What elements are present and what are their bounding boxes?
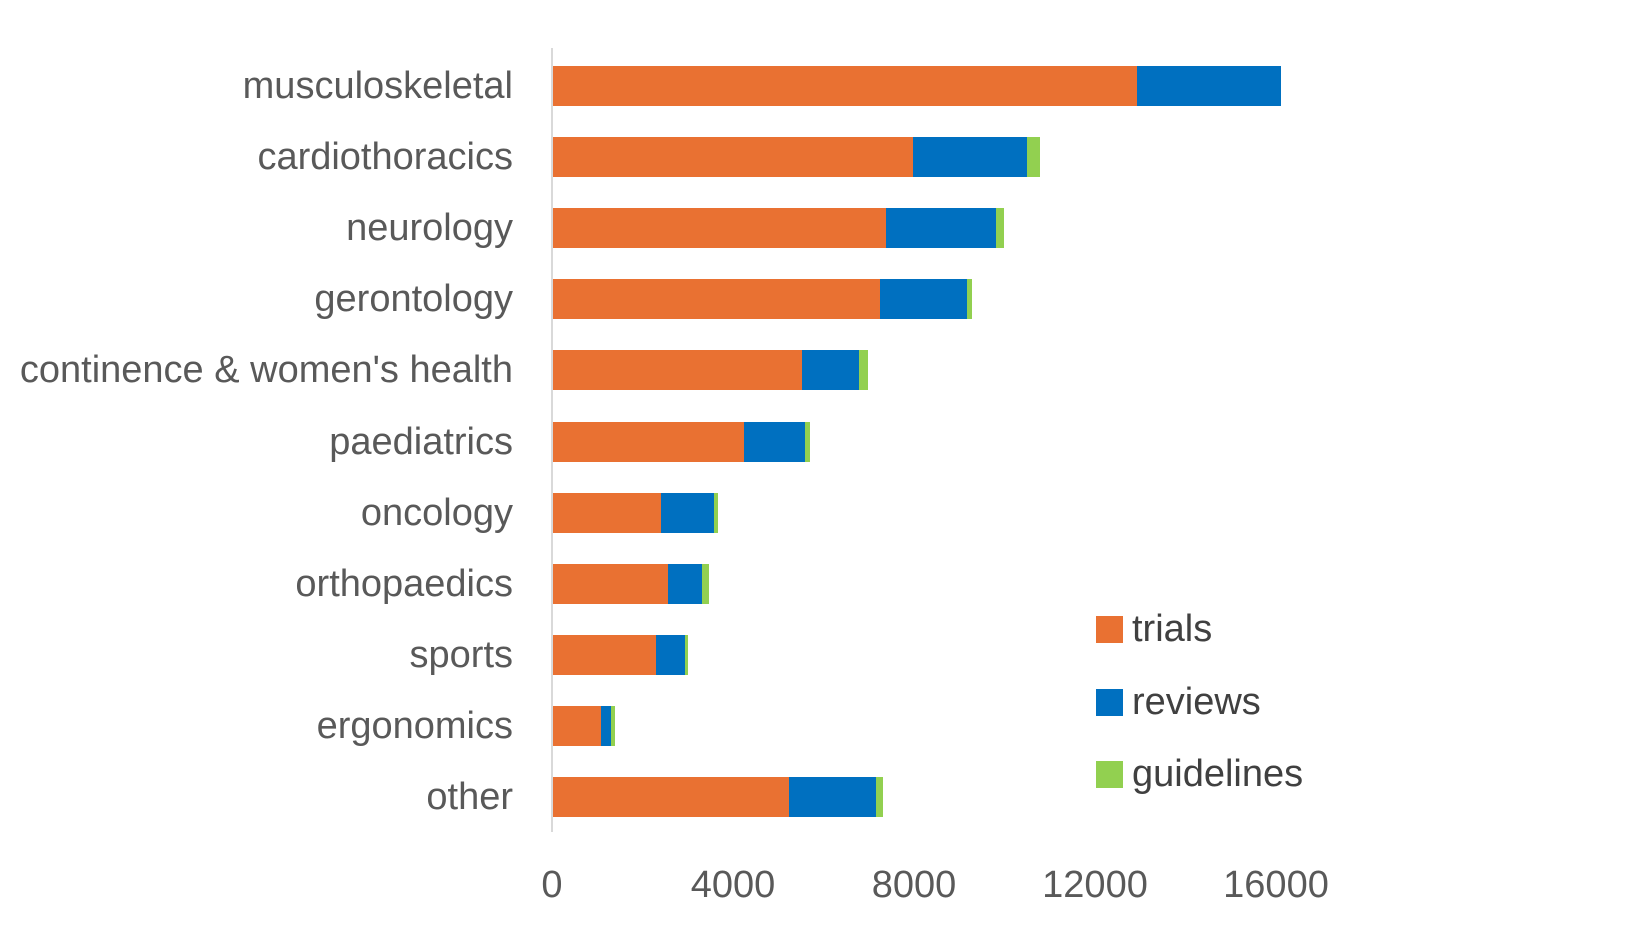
category-label: oncology [360,492,513,534]
bar-segment-guidelines [611,706,616,746]
legend-swatch-icon [1096,616,1123,643]
x-tick-label: 8000 [871,864,957,906]
bar-segment-reviews [656,635,686,675]
category-label: paediatrics [329,421,513,463]
bar-segment-reviews [912,137,1027,177]
bar-segment-guidelines [713,493,719,533]
bar-segment-trials [553,208,886,248]
bar-segment-reviews [668,564,703,604]
bar-row [553,777,883,817]
bar-row [553,137,1040,177]
category-label: sports [409,634,513,676]
legend-item-guidelines: guidelines [1096,753,1303,796]
bar-segment-trials [553,137,913,177]
category-label: gerontology [314,278,513,320]
bar-segment-trials [553,635,657,675]
bar-segment-guidelines [859,350,869,390]
bar-segment-reviews [886,208,996,248]
category-label: other [426,776,513,818]
bar-segment-guidelines [875,777,883,817]
y-axis-line [551,48,553,832]
bar-segment-reviews [744,422,805,462]
bar-segment-trials [553,493,662,533]
bar-segment-reviews [788,777,876,817]
bar-segment-guidelines [1026,137,1040,177]
bar-row [553,66,1282,106]
category-label: neurology [346,207,513,249]
legend-item-reviews: reviews [1096,681,1261,724]
bar-row [553,564,709,604]
x-tick-label: 4000 [690,864,776,906]
bar-segment-trials [553,422,745,462]
bar-segment-trials [553,350,802,390]
bar-row [553,706,616,746]
bar-row [553,279,973,319]
bar-row [553,208,1005,248]
bar-segment-trials [553,564,669,604]
bar-segment-guidelines [804,422,811,462]
bar-row [553,350,869,390]
bar-row [553,493,719,533]
bar-segment-reviews [601,706,611,746]
category-label: musculoskeletal [242,65,513,107]
bar-row [553,635,689,675]
category-label: cardiothoracics [257,136,513,178]
legend-swatch-icon [1096,761,1123,788]
category-label: continence & women's health [19,349,513,391]
bar-segment-trials [553,706,601,746]
bar-segment-guidelines [966,279,973,319]
bar-segment-trials [553,279,881,319]
legend-label: reviews [1132,680,1261,723]
legend-label: guidelines [1132,753,1304,795]
bar-segment-trials [553,66,1137,106]
bar-row [553,422,811,462]
bar-segment-reviews [1136,66,1282,106]
bar-segment-guidelines [996,208,1005,248]
bar-segment-reviews [661,493,714,533]
category-label: ergonomics [316,705,513,747]
bar-segment-guidelines [702,564,709,604]
legend-label: trials [1132,608,1213,650]
legend-item-trials: trials [1096,608,1212,651]
bar-segment-reviews [801,350,860,390]
category-label: orthopaedics [295,563,513,605]
bar-segment-trials [553,777,789,817]
legend-swatch-icon [1096,688,1123,716]
x-tick-label: 16000 [1223,864,1329,906]
bar-segment-guidelines [685,635,689,675]
x-tick-label: 0 [541,864,563,906]
x-tick-label: 12000 [1042,864,1148,906]
bar-segment-reviews [880,279,967,319]
